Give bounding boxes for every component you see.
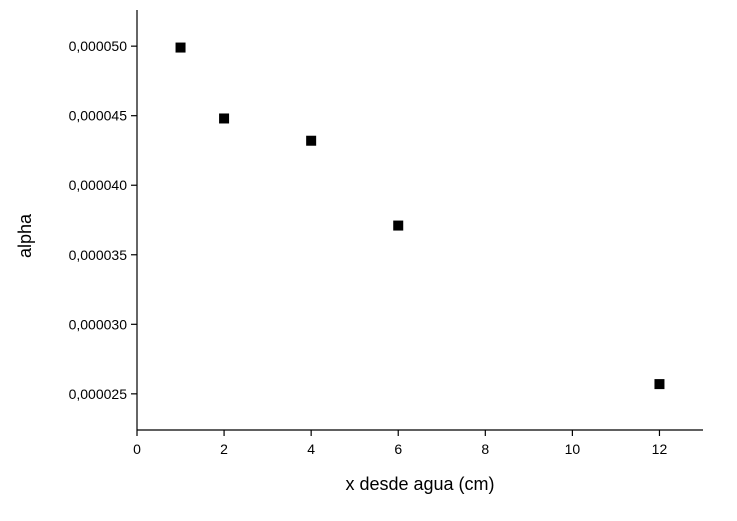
x-axis-label: x desde agua (cm) (345, 474, 494, 494)
x-tick-label: 4 (307, 441, 315, 457)
y-tick-label: 0,000035 (69, 247, 128, 263)
y-tick-label: 0,000040 (69, 177, 128, 193)
x-tick-label: 2 (220, 441, 228, 457)
y-tick-label: 0,000045 (69, 108, 128, 124)
point (175, 42, 186, 53)
point (219, 113, 230, 124)
point (306, 135, 317, 146)
y-tick-label: 0,000025 (69, 386, 128, 402)
x-tick-label: 12 (652, 441, 668, 457)
x-tick-label: 8 (481, 441, 489, 457)
y-axis-label: alpha (15, 213, 35, 258)
y-tick-label: 0,000030 (69, 316, 128, 332)
x-tick-label: 0 (133, 441, 141, 457)
point (393, 220, 404, 231)
x-tick-label: 6 (394, 441, 402, 457)
point (654, 379, 665, 390)
y-tick-label: 0,000050 (69, 38, 128, 54)
x-tick-label: 10 (565, 441, 581, 457)
